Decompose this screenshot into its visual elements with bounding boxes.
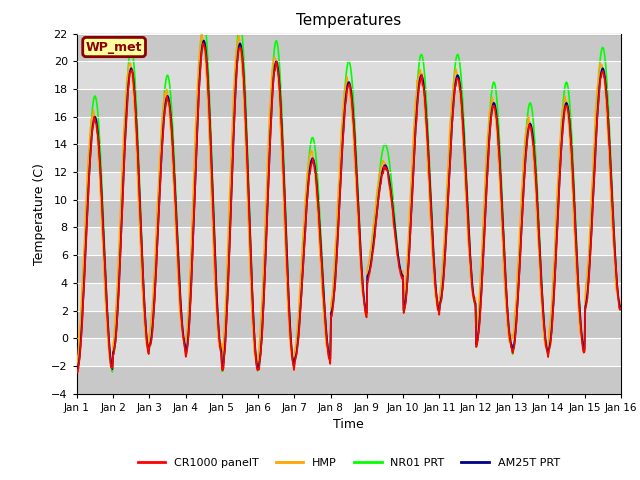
Bar — [77, 255, 621, 283]
Bar — [77, 228, 621, 255]
Y-axis label: Temperature (C): Temperature (C) — [33, 163, 45, 264]
Bar — [77, 366, 621, 394]
Bar — [77, 200, 621, 228]
AM25T PRT — [139, 264, 147, 269]
Bar — [77, 311, 621, 338]
NR01 PRT — [416, 58, 424, 63]
Bar — [77, 283, 621, 311]
HMP — [83, 191, 90, 196]
Legend: CR1000 panelT, HMP, NR01 PRT, AM25T PRT: CR1000 panelT, HMP, NR01 PRT, AM25T PRT — [133, 453, 564, 472]
Line: CR1000 panelT: CR1000 panelT — [77, 43, 621, 372]
CR1000 panelT — [84, 211, 92, 216]
Bar — [77, 338, 621, 366]
AM25T PRT — [200, 38, 208, 44]
HMP — [198, 31, 205, 37]
CR1000 panelT — [140, 280, 147, 286]
AM25T PRT — [194, 112, 202, 118]
HMP — [416, 71, 424, 77]
NR01 PRT — [431, 280, 439, 286]
Bar — [77, 117, 621, 144]
NR01 PRT — [73, 370, 81, 376]
CR1000 panelT — [417, 78, 424, 84]
Title: Temperatures: Temperatures — [296, 13, 401, 28]
AM25T PRT — [431, 280, 439, 286]
HMP — [223, 258, 231, 264]
Bar — [77, 34, 621, 61]
HMP — [73, 363, 81, 369]
HMP — [194, 78, 202, 84]
NR01 PRT — [139, 259, 147, 265]
NR01 PRT — [194, 96, 202, 102]
Bar — [77, 89, 621, 117]
Line: AM25T PRT: AM25T PRT — [77, 41, 621, 370]
Line: NR01 PRT: NR01 PRT — [77, 20, 621, 373]
NR01 PRT — [83, 213, 90, 219]
AM25T PRT — [416, 78, 424, 84]
HMP — [139, 292, 147, 298]
Bar — [77, 172, 621, 200]
CR1000 panelT — [617, 305, 625, 311]
X-axis label: Time: Time — [333, 418, 364, 431]
Bar — [77, 61, 621, 89]
CR1000 panelT — [224, 285, 232, 290]
CR1000 panelT — [73, 367, 81, 373]
CR1000 panelT — [74, 370, 81, 375]
CR1000 panelT — [433, 290, 440, 296]
AM25T PRT — [617, 305, 625, 311]
Bar — [77, 144, 621, 172]
HMP — [617, 299, 625, 304]
HMP — [431, 294, 439, 300]
CR1000 panelT — [195, 97, 202, 103]
AM25T PRT — [73, 367, 81, 373]
NR01 PRT — [617, 308, 625, 313]
CR1000 panelT — [199, 40, 207, 46]
AM25T PRT — [223, 298, 231, 303]
Text: WP_met: WP_met — [86, 40, 142, 54]
Line: HMP: HMP — [77, 34, 621, 366]
NR01 PRT — [200, 17, 208, 23]
NR01 PRT — [223, 295, 231, 301]
AM25T PRT — [83, 224, 90, 229]
